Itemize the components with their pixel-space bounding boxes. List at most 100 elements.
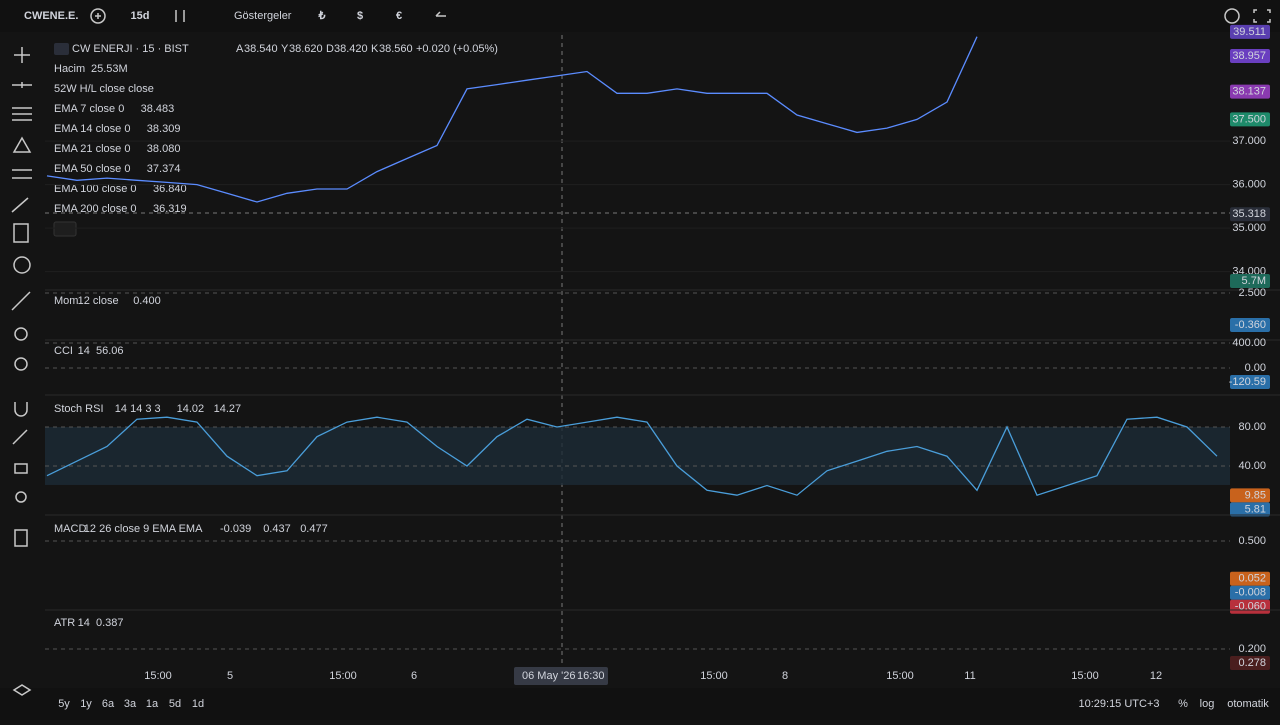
pane-params: 14 xyxy=(78,617,90,629)
volume-label-bg xyxy=(1230,274,1270,288)
left-toolbar[interactable] xyxy=(11,47,32,696)
pane-value: 0.387 xyxy=(96,617,124,629)
indicator-value: 25.53M xyxy=(91,63,128,75)
pane-value: 0.477 xyxy=(300,523,328,535)
pane-tick-label: 2.500 xyxy=(1238,287,1266,299)
price-marker: 37.500 xyxy=(1232,113,1266,125)
ohlc-value: 38.420 xyxy=(334,43,368,55)
time-label: 15:00 xyxy=(1071,670,1099,682)
cursor-time: 16:30 xyxy=(577,670,605,682)
indicator-name: EMA 100 close 0 xyxy=(54,183,137,195)
collapse-button[interactable] xyxy=(53,221,77,237)
pane-params: 14 14 3 3 xyxy=(115,403,161,415)
range-button[interactable]: 3a xyxy=(124,698,137,710)
pane-marker: 0.278 xyxy=(1238,657,1266,669)
pane-tick-label: 0.200 xyxy=(1238,643,1266,655)
pane-value: -0.039 xyxy=(220,523,251,535)
indicator-name: EMA 7 close 0 xyxy=(54,103,124,115)
pane-marker-bg xyxy=(1230,318,1270,333)
pane-name: MACD xyxy=(54,523,86,535)
indicator-name: EMA 14 close 0 xyxy=(54,123,130,135)
currency[interactable]: $ xyxy=(357,10,363,22)
currency[interactable]: ₺ xyxy=(318,10,326,22)
currency[interactable]: € xyxy=(396,10,402,22)
indicator-value: 38.483 xyxy=(141,103,175,115)
ohlc-key: Y xyxy=(281,43,289,55)
price-marker-bg xyxy=(1230,49,1270,64)
pane-tick-label: 0.500 xyxy=(1238,535,1266,547)
time-label: 15:00 xyxy=(144,670,172,682)
price-marker: 35.318 xyxy=(1232,208,1266,220)
auto-toggle[interactable]: otomatik xyxy=(1227,698,1269,710)
time-label: 11 xyxy=(964,670,975,682)
price-tick-label: 37.000 xyxy=(1232,135,1266,147)
price-marker: 38.137 xyxy=(1232,86,1266,98)
percent-toggle[interactable]: % xyxy=(1178,698,1188,710)
stoch-k-line xyxy=(46,416,1218,496)
time-label: 15:00 xyxy=(329,670,357,682)
pane-value: 14.27 xyxy=(214,403,242,415)
pane-marker: -0.360 xyxy=(1235,319,1266,331)
range-button[interactable]: 6a xyxy=(102,698,115,710)
symbol-badge xyxy=(54,43,69,55)
interval[interactable]: 15d xyxy=(131,10,150,22)
range-button[interactable]: 5y xyxy=(58,698,70,710)
indicator-name: EMA 21 close 0 xyxy=(54,143,130,155)
symbol-title: CW ENERJI · 15 · BIST xyxy=(72,43,189,55)
pane-name: Mom xyxy=(54,295,78,307)
time-label: 5 xyxy=(227,670,233,682)
time-label: 15:00 xyxy=(886,670,914,682)
range-button[interactable]: 5d xyxy=(169,698,181,710)
log-toggle[interactable]: log xyxy=(1200,698,1215,710)
pane-tick-label: 400.00 xyxy=(1232,337,1266,349)
ohlc-key: A xyxy=(236,43,244,55)
pane-tick-label: 80.00 xyxy=(1238,421,1266,433)
range-button[interactable]: 1d xyxy=(192,698,204,710)
time-label: 8 xyxy=(782,670,788,682)
symbol[interactable]: CWENE.E. xyxy=(24,10,78,22)
ohlc-key: K xyxy=(371,43,379,55)
indicator-value: 36.319 xyxy=(153,203,187,215)
cursor-date: 06 May '26 xyxy=(522,670,575,682)
price-line xyxy=(46,36,978,203)
range-button[interactable]: 1y xyxy=(80,698,92,710)
indicator-name: 52W H/L close close xyxy=(54,83,154,95)
indicator-name: EMA 50 close 0 xyxy=(54,163,130,175)
price-marker-bg xyxy=(1230,84,1270,99)
indicator-value: 38.080 xyxy=(147,143,181,155)
ohlc-key: D xyxy=(326,43,334,55)
pane-marker-bg xyxy=(1230,488,1270,503)
indicator-value: 38.309 xyxy=(147,123,181,135)
time-label: 12 xyxy=(1150,670,1162,682)
pane-marker-bg xyxy=(1230,375,1270,389)
ohlc-value: 38.540 xyxy=(244,43,278,55)
pane-value: 56.06 xyxy=(96,345,124,357)
price-tick-label: 35.000 xyxy=(1232,222,1266,234)
indicator-name: Hacim xyxy=(54,63,85,75)
range-button[interactable]: 1a xyxy=(146,698,159,710)
price-marker-bg xyxy=(1230,24,1270,39)
pane-params: 12 26 close 9 EMA EMA xyxy=(84,523,203,535)
pane-marker: -0.060 xyxy=(1235,601,1266,613)
bottom-bar xyxy=(0,688,1280,720)
pane-marker-bg xyxy=(1230,656,1270,670)
pane-name: ATR xyxy=(54,617,75,629)
time-label: 15:00 xyxy=(700,670,728,682)
indicator-value: 36.840 xyxy=(153,183,187,195)
price-marker: 39.511 xyxy=(1233,26,1266,38)
indicators-button[interactable]: Göstergeler xyxy=(234,10,292,22)
pane-marker: 5.81 xyxy=(1245,503,1266,515)
ohlc-value: 38.620 xyxy=(289,43,323,55)
indicator-value: 37.374 xyxy=(147,163,181,175)
pane-name: CCI xyxy=(54,345,73,357)
pane-tick-label: 0.00 xyxy=(1245,362,1266,374)
pane-marker-bg xyxy=(1230,571,1270,586)
clock: 10:29:15 UTC+3 xyxy=(1078,698,1159,710)
price-tick-label: 36.000 xyxy=(1232,179,1266,191)
indicator-name: EMA 200 close 0 xyxy=(54,203,137,215)
pane-params: 14 xyxy=(78,345,90,357)
top-icons[interactable] xyxy=(90,8,1271,24)
volume-label: 5.7M xyxy=(1242,275,1266,287)
price-marker-bg xyxy=(1230,207,1270,222)
